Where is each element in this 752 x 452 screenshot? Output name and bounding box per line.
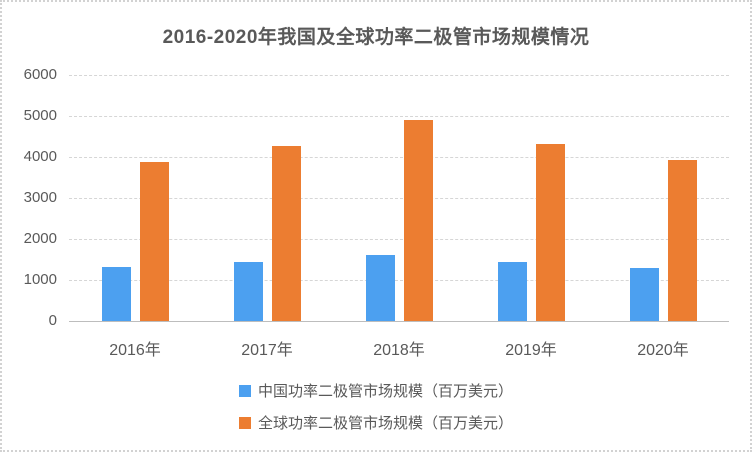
chart-title: 2016-2020年我国及全球功率二极管市场规模情况 <box>162 27 590 48</box>
gridline-4000 <box>69 157 729 158</box>
legend: 中国功率二极管市场规模（百万美元） 全球功率二极管市场规模（百万美元） <box>2 380 750 433</box>
bar-global-2017年 <box>271 145 301 321</box>
bar-global-2019年 <box>535 144 565 321</box>
x-tick-label: 2019年 <box>505 342 557 359</box>
x-tick-label: 2020年 <box>637 342 689 359</box>
bar-group-2018年 <box>333 75 465 321</box>
bar-group-2016年 <box>69 75 201 321</box>
legend-label: 全球功率二极管市场规模（百万美元） <box>257 415 513 432</box>
y-tick-label: 0 <box>48 312 57 329</box>
plot-area <box>69 75 729 322</box>
bar-china-2016年 <box>101 266 131 321</box>
bar-group-2019年 <box>465 75 597 321</box>
bar-group-2020年 <box>597 75 729 321</box>
bar-group-2017年 <box>201 75 333 321</box>
gridline-0 <box>69 321 729 322</box>
gridline-5000 <box>69 116 729 117</box>
bar-china-2019年 <box>497 261 527 321</box>
y-tick-label: 6000 <box>23 66 57 83</box>
bar-china-2018年 <box>365 255 395 321</box>
legend-item-china: 中国功率二极管市场规模（百万美元） <box>238 380 513 401</box>
bar-china-2017年 <box>233 261 263 321</box>
bar-china-2020年 <box>629 267 659 321</box>
gridline-6000 <box>69 75 729 76</box>
legend-label: 中国功率二极管市场规模（百万美元） <box>257 383 513 400</box>
y-tick-label: 1000 <box>23 271 57 288</box>
x-tick-label: 2017年 <box>241 342 293 359</box>
y-tick-label: 2000 <box>23 230 57 247</box>
legend-swatch-icon <box>238 416 251 429</box>
gridline-1000 <box>69 280 729 281</box>
bar-global-2020年 <box>667 160 697 321</box>
bar-global-2018年 <box>403 120 433 321</box>
x-tick-label: 2018年 <box>373 342 425 359</box>
gridline-3000 <box>69 198 729 199</box>
gridline-2000 <box>69 239 729 240</box>
y-tick-label: 5000 <box>23 107 57 124</box>
legend-item-global: 全球功率二极管市场规模（百万美元） <box>238 412 513 433</box>
y-tick-label: 4000 <box>23 148 57 165</box>
y-tick-label: 3000 <box>23 189 57 206</box>
x-tick-label: 2016年 <box>109 342 161 359</box>
bar-global-2016年 <box>139 161 169 321</box>
legend-swatch-icon <box>238 384 251 397</box>
